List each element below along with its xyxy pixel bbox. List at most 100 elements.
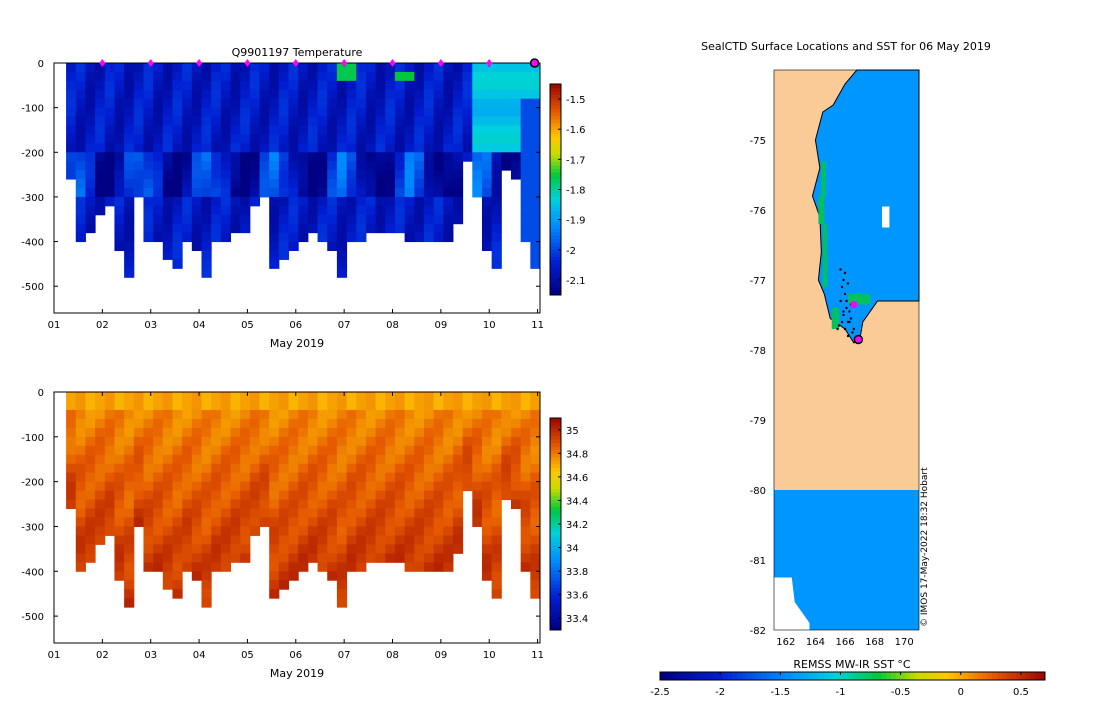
salinity-cell [423, 553, 435, 563]
salinity-cell [365, 472, 377, 483]
temperature-cell [240, 134, 251, 144]
temperature-cell [336, 259, 348, 269]
salinity-cell [269, 463, 280, 474]
salinity-cell [288, 481, 299, 492]
temperature-cell [327, 71, 338, 82]
temperature-cell [307, 107, 319, 118]
salinity-cell [414, 535, 425, 545]
salinity-cell [356, 553, 367, 563]
temperature-cell [375, 223, 386, 234]
salinity-cell [211, 392, 222, 402]
salinity-cell [365, 427, 377, 438]
temperature-cell [452, 89, 464, 100]
map-colorbar-cell [977, 672, 983, 680]
salinity-xlabel: May 2019 [270, 667, 324, 680]
salinity-cell [336, 427, 348, 438]
temperature-cell [365, 98, 377, 109]
temperature-cell [385, 205, 396, 216]
temperature-cell [211, 232, 222, 243]
salinity-cell [327, 427, 338, 438]
salinity-cell [307, 409, 319, 420]
temperature-cell [191, 107, 202, 118]
salinity-cell [501, 454, 512, 465]
salinity-cell [452, 427, 464, 438]
salinity-cell [481, 562, 493, 572]
temperature-cell [452, 71, 464, 82]
temperature-cell [307, 63, 319, 73]
salinity-cell [365, 508, 377, 518]
temperature-cell [327, 170, 338, 180]
temperature-cell [211, 116, 222, 126]
temperature-cell [404, 223, 415, 234]
salinity-cell [269, 517, 280, 527]
salinity-cell [375, 463, 386, 474]
salinity-cell [317, 392, 328, 402]
temperature-cell [298, 71, 309, 82]
temperature-cell [133, 107, 144, 118]
temperature-cell [259, 71, 270, 82]
salinity-colorbar-cell [550, 481, 561, 486]
temperature-cell [452, 205, 464, 216]
salinity-cell [75, 436, 86, 447]
salinity-cell [124, 481, 135, 492]
temperature-cell [75, 214, 86, 225]
map-colorbar-cell [905, 672, 911, 680]
temperature-cell [385, 125, 396, 135]
temperature-cell [501, 161, 512, 171]
salinity-cell [249, 454, 261, 465]
map-colorbar-cell [684, 672, 690, 680]
salinity-cell [520, 544, 531, 554]
salinity-colorbar-cell [550, 453, 561, 458]
temperature-cell [269, 125, 280, 135]
map-colorbar-cell [780, 672, 786, 680]
salinity-cell [356, 562, 367, 572]
temperature-cell [443, 196, 454, 207]
salinity-cell [143, 445, 154, 456]
salinity-colorbar-cell [550, 463, 561, 468]
salinity-cell [249, 526, 261, 536]
salinity-cell [501, 392, 512, 402]
temperature-cell [114, 134, 125, 144]
temperature-cell [259, 143, 270, 153]
temperature-cell [385, 134, 396, 144]
salinity-cell [288, 418, 299, 429]
temperature-cell [317, 125, 328, 135]
temperature-cell [404, 152, 415, 162]
salinity-cell [278, 481, 290, 492]
map-colorbar-cell [1025, 672, 1032, 680]
temperature-cell [201, 107, 212, 118]
salinity-cell [365, 392, 377, 402]
temperature-cell [95, 143, 106, 153]
salinity-cell [85, 454, 96, 465]
salinity-cell [182, 535, 193, 545]
salinity-cell [501, 472, 512, 483]
temperature-cell [162, 125, 173, 135]
temperature-cell [433, 152, 444, 162]
salinity-cell [501, 409, 512, 420]
salinity-cell [423, 409, 435, 420]
salinity-cell [346, 427, 357, 438]
temperature-colorbar-cell [550, 231, 561, 236]
temperature-cell [288, 134, 299, 144]
salinity-cell [75, 535, 86, 545]
salinity-cell [240, 481, 251, 492]
temperature-cell [191, 214, 202, 225]
temperature-cell [230, 214, 241, 225]
map-colorbar-label: 0.5 [1013, 687, 1029, 698]
salinity-colorbar-cell [550, 428, 561, 433]
salinity-cell [182, 418, 193, 429]
salinity-cell [220, 490, 232, 501]
salinity-cell [114, 517, 125, 527]
salinity-cell [201, 409, 212, 420]
temperature-cell [433, 134, 444, 144]
temperature-cell [153, 214, 164, 225]
temperature-cell [414, 107, 425, 118]
temperature-cell [75, 196, 86, 207]
salinity-cell [491, 454, 502, 465]
temperature-cell [423, 232, 435, 243]
salinity-cell [375, 544, 386, 554]
temperature-cell [201, 241, 212, 251]
salinity-cell [327, 517, 338, 527]
salinity-cell [114, 535, 125, 545]
temperature-cell [143, 232, 154, 243]
